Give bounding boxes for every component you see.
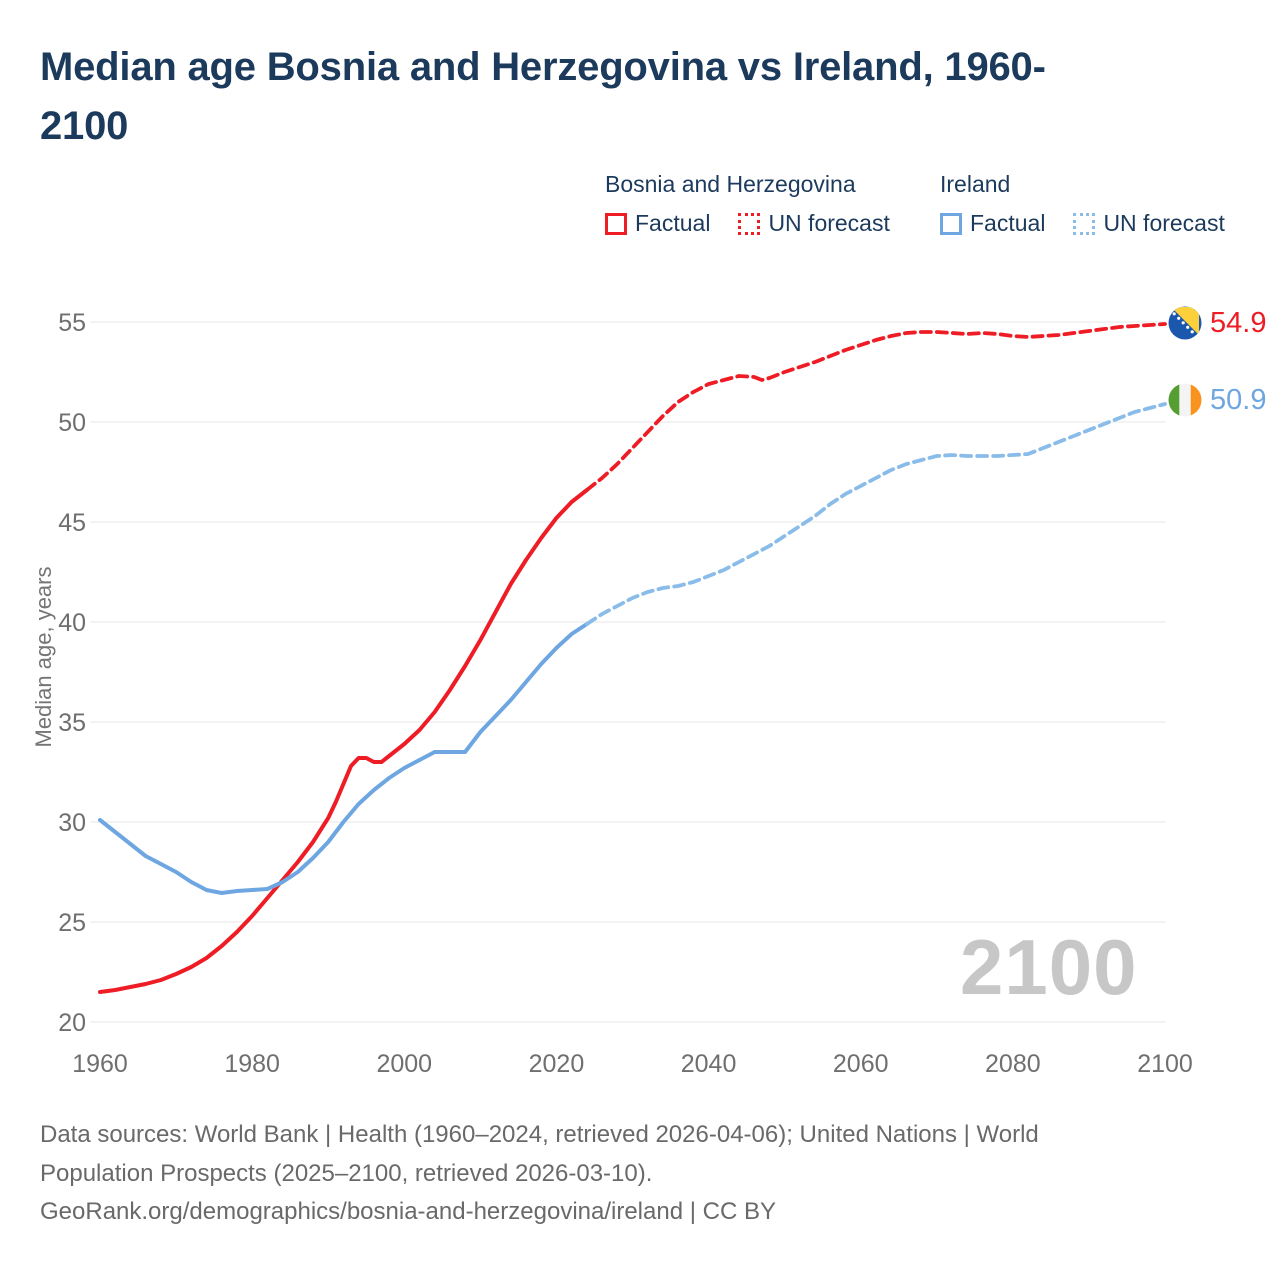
legend-swatch-dotted-red	[738, 212, 761, 235]
data-sources-line1: Data sources: World Bank | Health (1960–…	[40, 1121, 1039, 1148]
end-value-bosnia: 54.9	[1210, 306, 1267, 339]
attribution-line: GeoRank.org/demographics/bosnia-and-herz…	[40, 1198, 776, 1225]
page-title-line1: Median age Bosnia and Herzegovina vs Ire…	[40, 45, 1046, 89]
x-tick-label-2040: 2040	[681, 1050, 737, 1078]
legend-label-ireland-forecast: UN forecast	[1103, 210, 1225, 236]
legend-group-title-ireland: Ireland	[940, 171, 1011, 197]
y-tick-label-25: 25	[58, 909, 86, 937]
legend-item-ireland-forecast[interactable]: UN forecast	[1073, 210, 1225, 237]
x-tick-label-2080: 2080	[985, 1050, 1041, 1078]
end-value-ireland: 50.9	[1210, 383, 1267, 416]
x-tick-label-2020: 2020	[529, 1050, 585, 1078]
legend: Bosnia and Herzegovina Factual UN foreca…	[605, 170, 1265, 250]
y-tick-label-50: 50	[58, 409, 86, 437]
series-bosnia-forecast[interactable]	[585, 322, 1167, 492]
y-axis-title: Median age, years	[31, 566, 56, 748]
legend-swatch-dotted-blue	[1073, 212, 1096, 235]
y-tick-label-55: 55	[58, 309, 86, 337]
page-title: Median age Bosnia and Herzegovina vs Ire…	[40, 38, 1220, 156]
series-bosnia-factual[interactable]	[98, 488, 589, 994]
legend-item-ireland-factual[interactable]: Factual	[940, 210, 1045, 237]
y-tick-label-40: 40	[58, 609, 86, 637]
legend-item-bosnia-forecast[interactable]: UN forecast	[738, 210, 890, 237]
legend-group-title-bosnia: Bosnia and Herzegovina	[605, 171, 856, 197]
y-tick-label-30: 30	[58, 809, 86, 837]
legend-label-ireland-factual: Factual	[970, 210, 1046, 236]
ireland-flag-icon	[1168, 383, 1202, 417]
footer: Data sources: World Bank | Health (1960–…	[40, 1116, 1039, 1232]
x-tick-label-2060: 2060	[833, 1050, 889, 1078]
legend-label-bosnia-factual: Factual	[635, 210, 711, 236]
x-tick-label-2000: 2000	[376, 1050, 432, 1078]
x-tick-label-1960: 1960	[72, 1050, 128, 1078]
page-title-line2: 2100	[40, 104, 129, 148]
x-tick-label-1980: 1980	[224, 1050, 280, 1078]
data-sources-line2: Population Prospects (2025–2100, retriev…	[40, 1159, 653, 1187]
y-tick-label-45: 45	[58, 509, 86, 537]
end-marker-bosnia: 54.9	[1168, 306, 1266, 340]
watermark-year: 2100	[960, 923, 1138, 1011]
series-ireland-factual[interactable]	[98, 622, 589, 895]
y-tick-label-35: 35	[58, 709, 86, 737]
legend-item-bosnia-factual[interactable]: Factual	[605, 210, 710, 237]
legend-swatch-solid-blue	[940, 212, 962, 235]
legend-label-bosnia-forecast: UN forecast	[768, 210, 890, 236]
y-tick-label-20: 20	[58, 1009, 86, 1037]
legend-swatch-solid-red	[605, 212, 627, 235]
x-tick-label-2100: 2100	[1137, 1050, 1193, 1078]
bosnia-flag-icon	[1168, 306, 1202, 340]
series-ireland-forecast[interactable]	[585, 402, 1167, 626]
legend-group-ireland: Ireland Factual UN forecast	[940, 170, 1225, 237]
end-marker-ireland: 50.9	[1168, 383, 1266, 417]
legend-group-bosnia: Bosnia and Herzegovina Factual UN foreca…	[605, 170, 890, 237]
